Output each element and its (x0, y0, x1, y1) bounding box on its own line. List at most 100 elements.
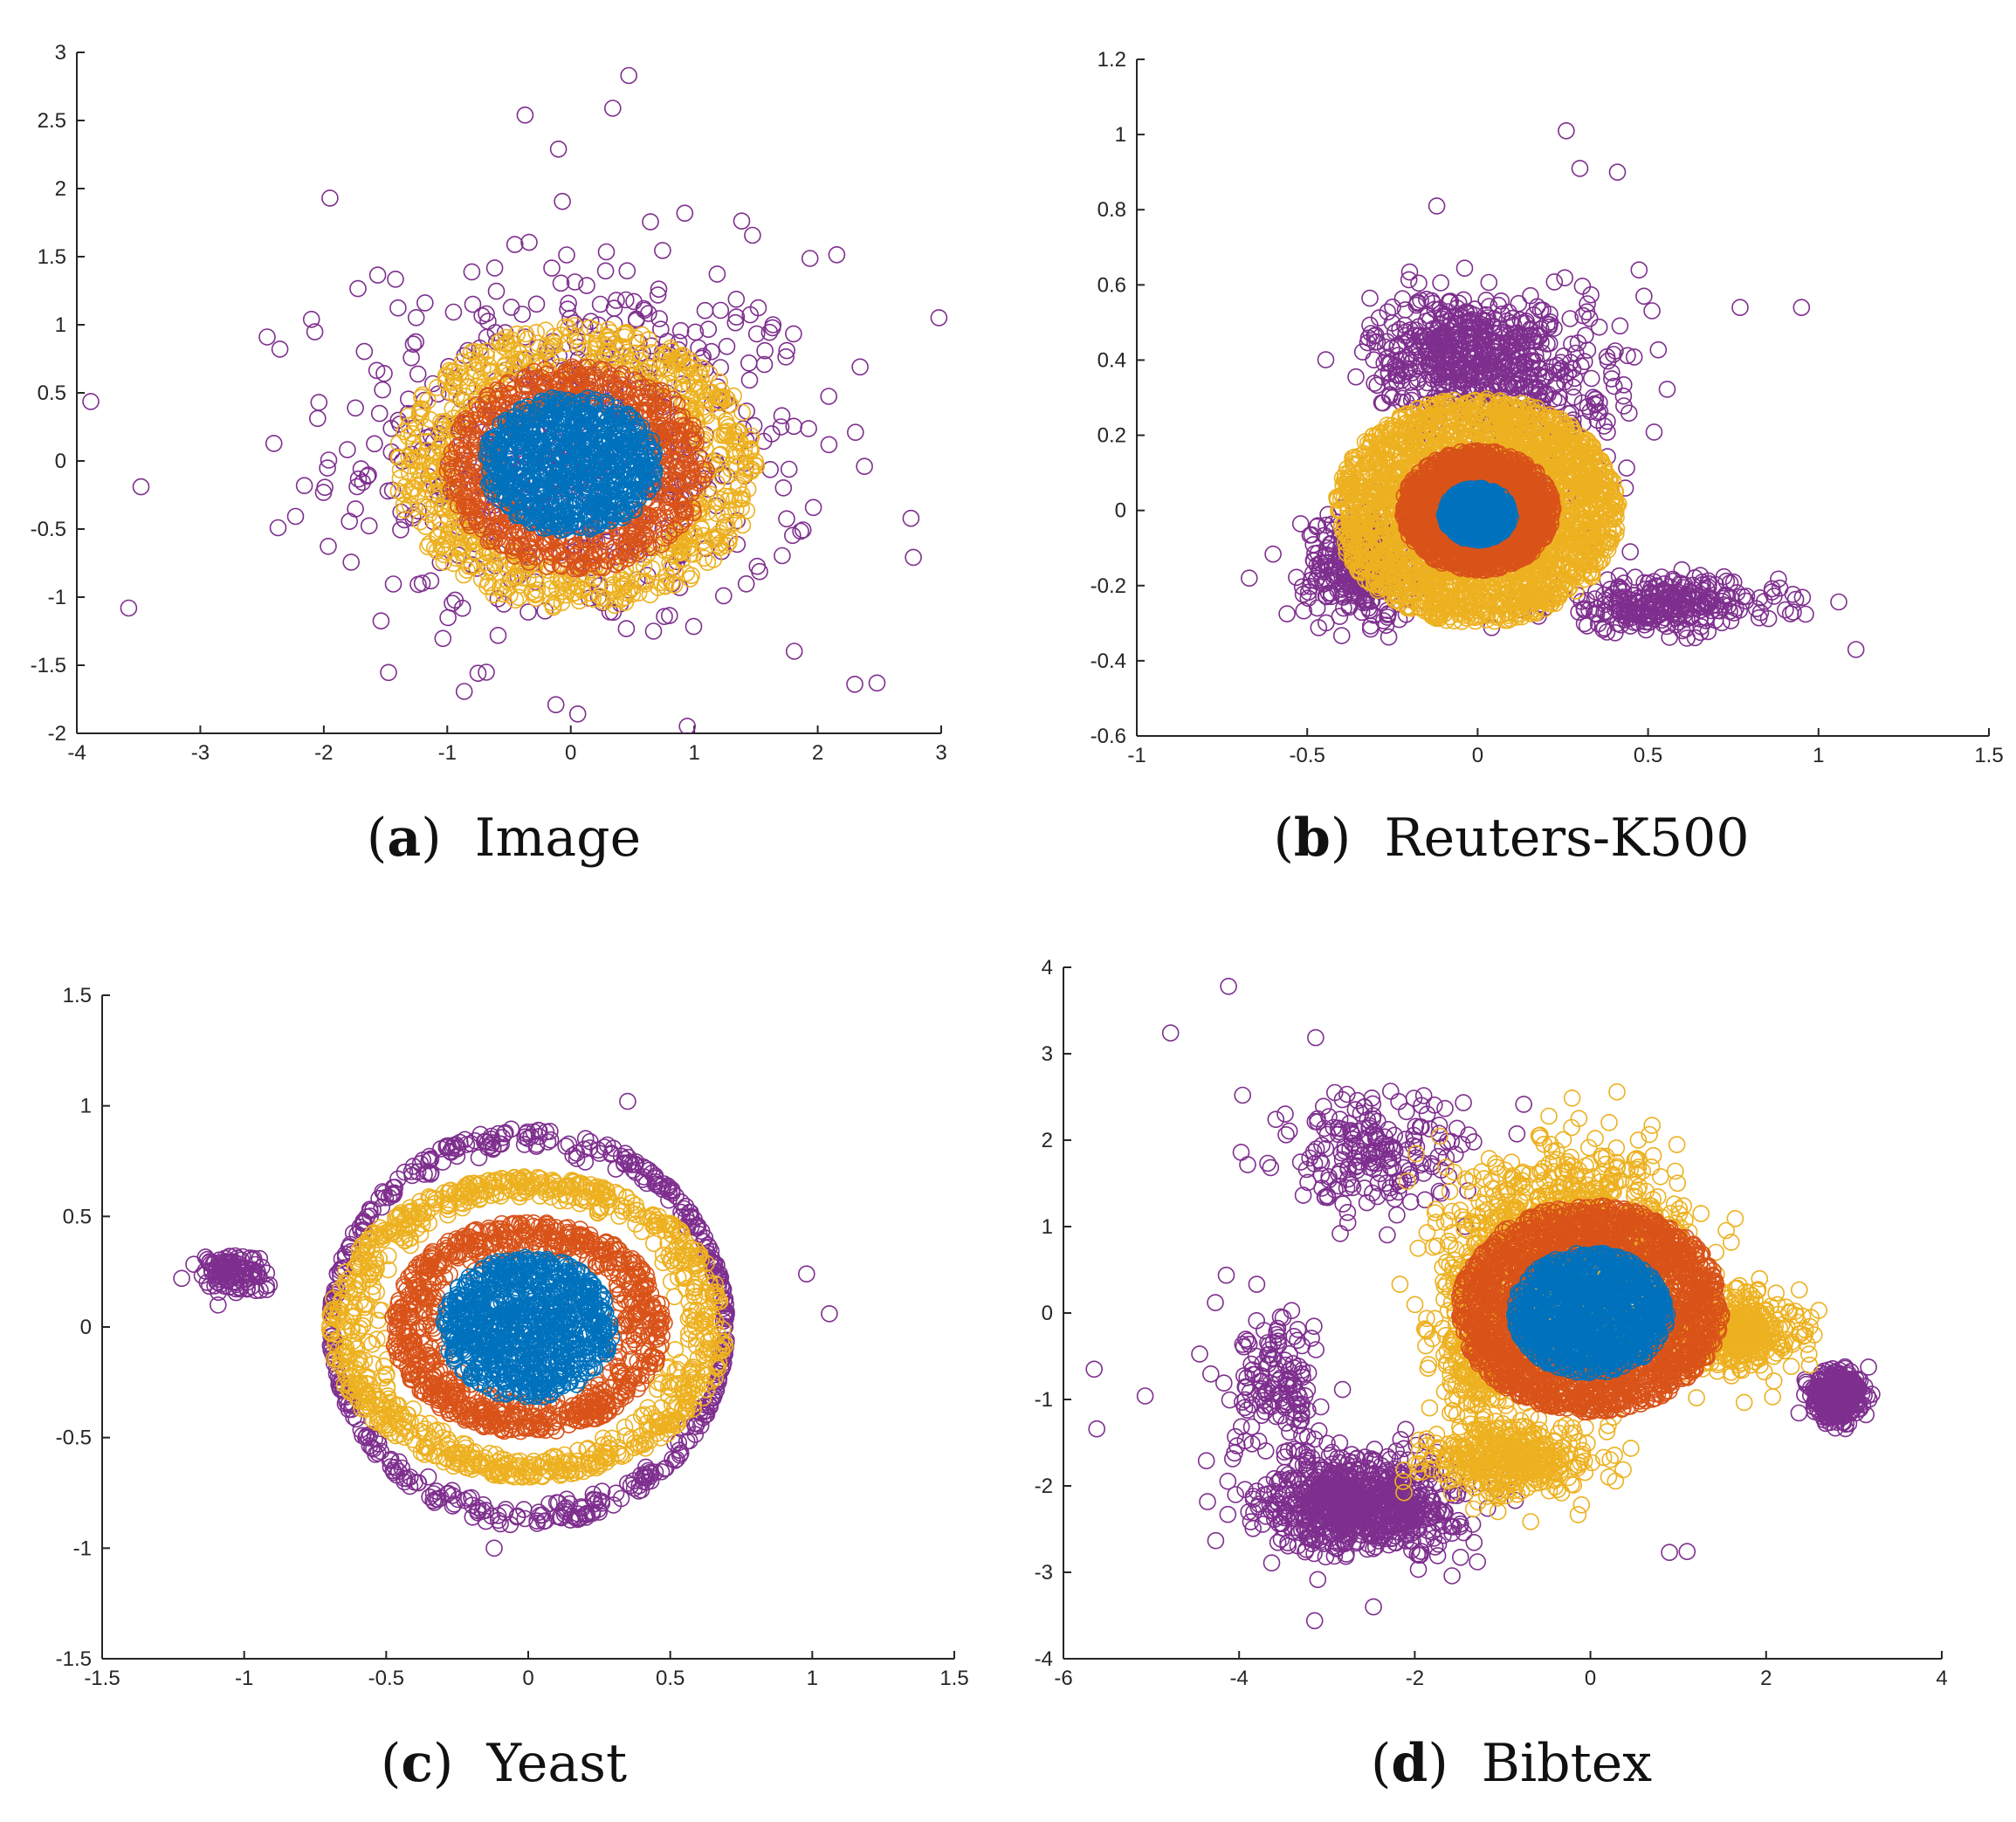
data-point (618, 621, 634, 636)
data-point (852, 359, 868, 375)
data-point (847, 677, 863, 692)
data-point (801, 421, 816, 437)
data-point (343, 554, 359, 570)
data-point (370, 267, 386, 283)
data-point (322, 190, 338, 206)
data-point (599, 244, 615, 260)
x-tick-label: 1.5 (1974, 744, 2003, 767)
data-point (848, 424, 864, 440)
data-point (829, 247, 844, 263)
data-point (1557, 270, 1572, 285)
data-point (520, 604, 536, 620)
data-point (629, 311, 644, 327)
data-point (821, 388, 836, 404)
data-point (1363, 618, 1379, 634)
data-point (739, 576, 754, 592)
data-point (1523, 288, 1538, 304)
data-point (716, 588, 732, 603)
y-tick-label: 0.8 (1097, 198, 1126, 222)
data-point (288, 509, 304, 525)
data-point (120, 601, 136, 616)
data-point (1660, 382, 1675, 397)
data-point (1647, 424, 1662, 440)
data-point (709, 266, 725, 282)
data-point (381, 664, 396, 680)
data-point (749, 559, 765, 574)
x-tick-label: 2 (812, 741, 823, 765)
data-point (393, 522, 409, 538)
data-point (775, 480, 791, 496)
data-point (857, 458, 872, 474)
data-point (311, 395, 327, 410)
data-point (386, 576, 402, 592)
data-point (686, 619, 702, 635)
y-tick-label: -2 (48, 722, 66, 746)
data-point (728, 292, 744, 307)
data-point (1363, 622, 1379, 637)
y-tick-label: 1.2 (1097, 48, 1126, 72)
data-point (271, 520, 286, 536)
data-point (1510, 296, 1526, 312)
data-point (316, 485, 332, 500)
data-point (83, 394, 99, 409)
y-tick-label: 0 (55, 450, 66, 473)
data-point (779, 511, 795, 526)
data-point (1793, 299, 1809, 315)
y-tick-label: 1 (1115, 123, 1126, 147)
data-point (465, 297, 481, 313)
data-point (544, 260, 560, 276)
data-point (367, 436, 382, 451)
data-point (698, 303, 713, 319)
data-point (1242, 570, 1257, 586)
data-point (373, 613, 389, 629)
data-point (1546, 274, 1562, 290)
x-tick-label: -3 (191, 741, 210, 765)
y-tick-label: -1 (48, 586, 66, 609)
data-point (457, 684, 472, 699)
data-point (356, 344, 372, 360)
data-point (1381, 629, 1397, 645)
data-point (1394, 291, 1410, 306)
data-point (1600, 424, 1615, 440)
x-tick-label: 0 (565, 741, 576, 765)
data-point (781, 462, 797, 478)
data-point (521, 235, 537, 251)
data-point (417, 295, 433, 311)
data-point (1610, 164, 1626, 180)
data-point (1574, 278, 1590, 294)
data-point (678, 566, 694, 581)
data-point (774, 548, 790, 564)
data-point (1650, 342, 1666, 358)
data-point (1584, 371, 1600, 387)
data-point (372, 406, 388, 422)
x-tick-label: 0.5 (1634, 744, 1662, 767)
data-point (621, 68, 636, 84)
y-tick-label: -0.5 (31, 518, 66, 541)
y-tick-label: 0.6 (1097, 273, 1126, 297)
data-point (1732, 299, 1748, 315)
points-layer (83, 68, 946, 734)
x-tick-label: -1 (1127, 744, 1146, 767)
y-tick-label: 0.4 (1097, 348, 1126, 372)
data-point (655, 243, 671, 258)
data-point (435, 630, 451, 646)
data-point (741, 355, 757, 371)
data-point (340, 442, 355, 457)
data-point (1572, 161, 1588, 176)
x-tick-label: -2 (314, 741, 333, 765)
y-tick-label: 3 (55, 41, 66, 65)
data-point (361, 518, 377, 533)
data-point (559, 247, 575, 263)
data-point (554, 194, 570, 210)
data-point (570, 706, 586, 722)
data-point (350, 281, 366, 297)
data-point (1831, 595, 1847, 610)
data-point (1848, 642, 1864, 657)
data-point (593, 297, 609, 313)
data-point (134, 479, 149, 495)
data-point (598, 263, 614, 278)
data-point (677, 205, 692, 221)
data-point (605, 100, 621, 116)
data-point (742, 372, 758, 388)
